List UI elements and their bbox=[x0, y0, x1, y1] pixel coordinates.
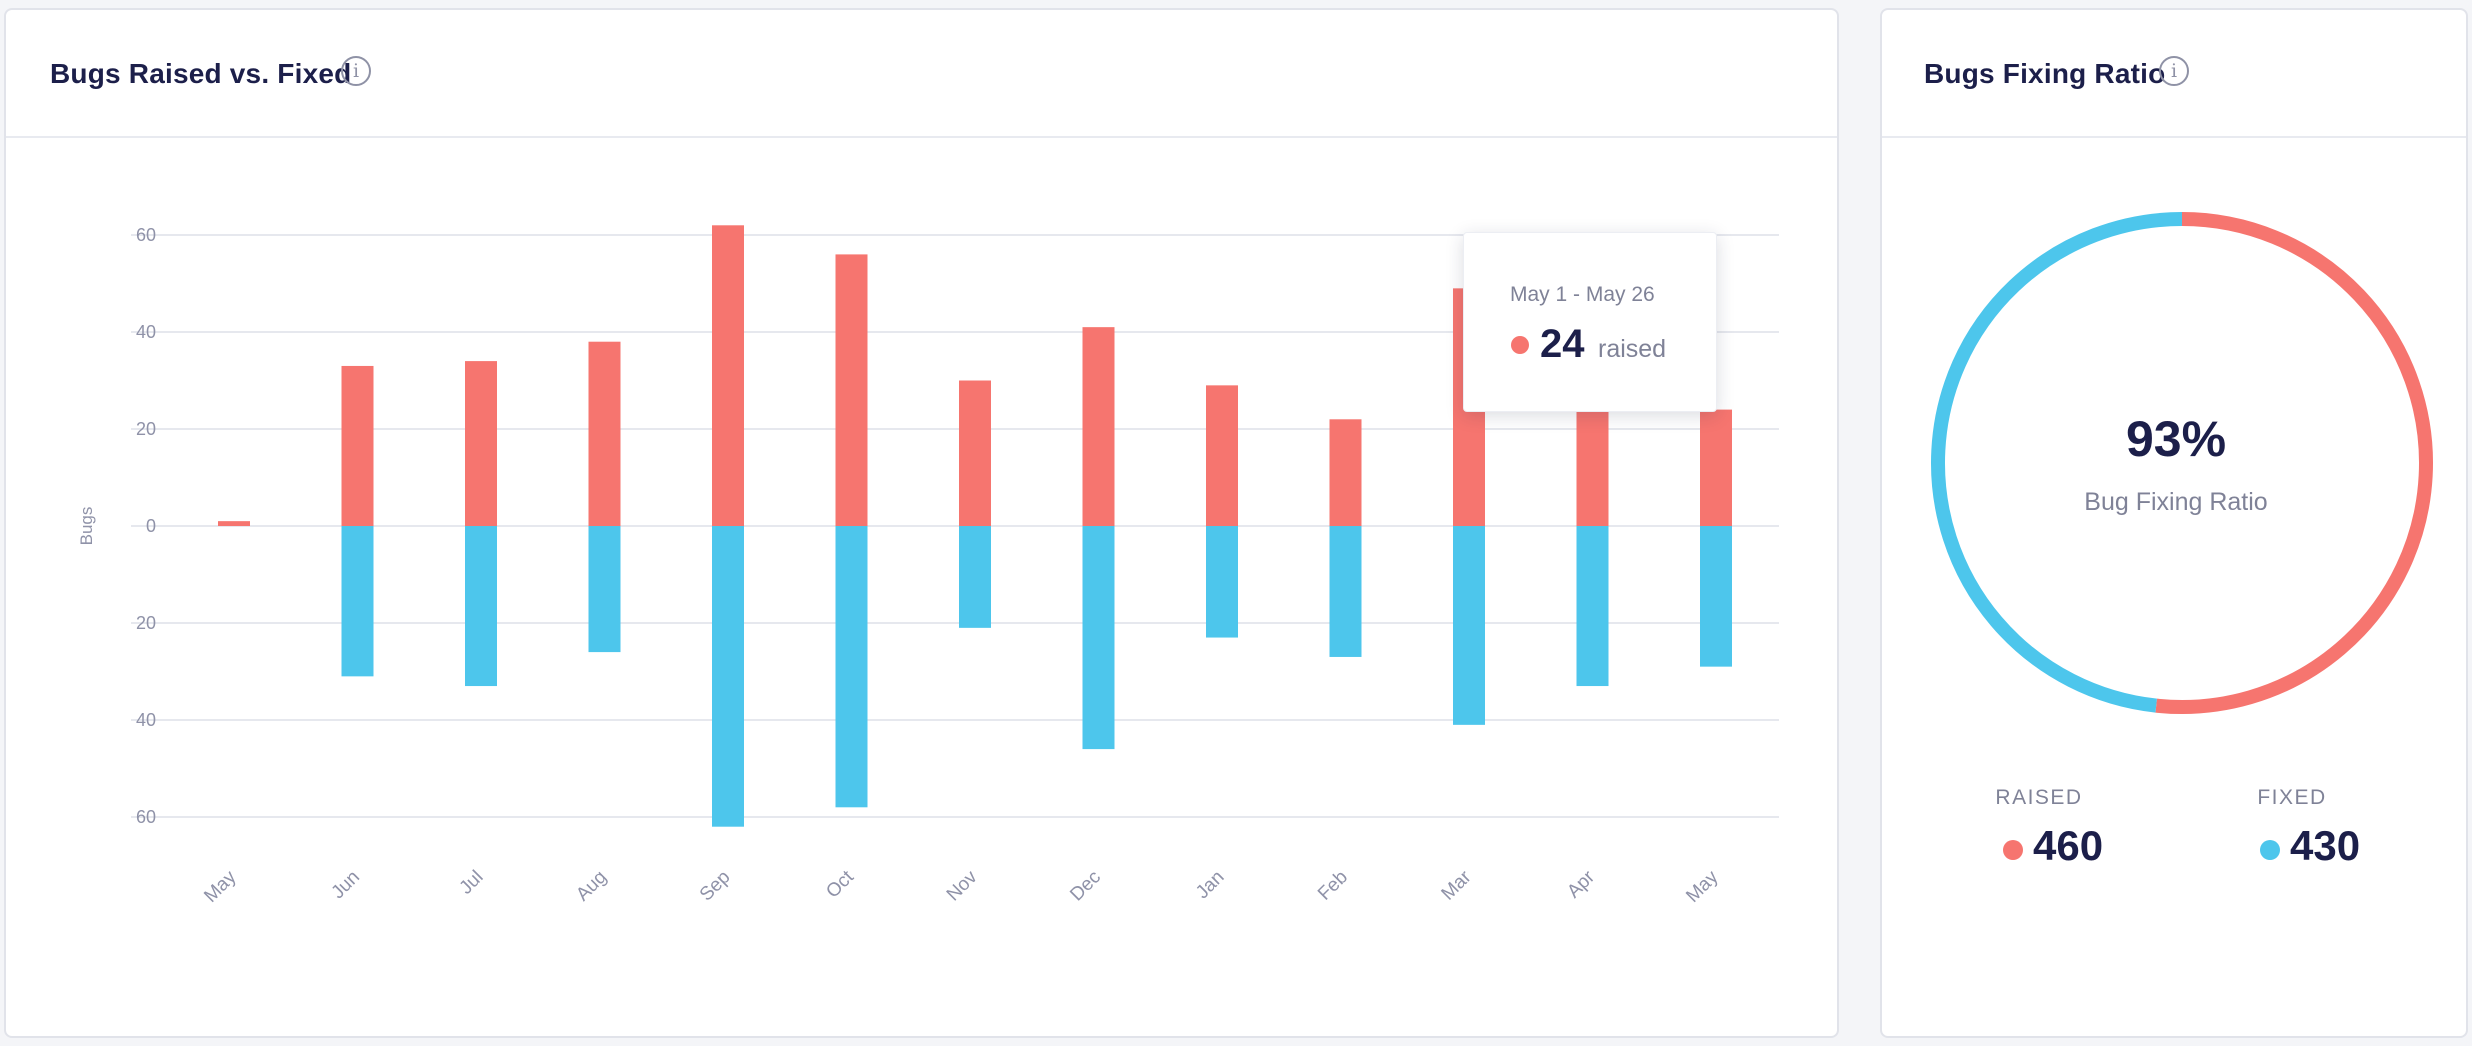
tooltip-value: 24 bbox=[1540, 322, 1585, 366]
x-tick-label: Aug bbox=[572, 867, 611, 906]
fixed-value: 430 bbox=[2290, 822, 2361, 869]
fixed-bar bbox=[712, 526, 744, 827]
y-tick-label: 60 bbox=[136, 225, 156, 245]
fixed-bar bbox=[1700, 526, 1732, 667]
y-tick-label: 40 bbox=[136, 322, 156, 342]
raised-bar bbox=[341, 365, 374, 526]
x-tick-label: May bbox=[1682, 866, 1723, 907]
fixed-bar bbox=[341, 526, 374, 677]
fixed-bar bbox=[1576, 526, 1609, 687]
raised-bar bbox=[218, 521, 250, 526]
raised-bar bbox=[959, 380, 991, 526]
x-tick-label: May bbox=[200, 866, 241, 907]
y-tick-label: 60 bbox=[136, 807, 156, 827]
bar-chart: 60 40 20 0 20 40 60 Bugs May Jun Jul Aug Sep Oct Nov De… bbox=[77, 225, 1779, 907]
card-header: Bugs Raised vs. Fixed i bbox=[6, 10, 1837, 138]
fixed-bar bbox=[1206, 526, 1238, 638]
raised-bar bbox=[465, 361, 497, 526]
bugs-fixing-ratio-card: Bugs Fixing Ratio i 93% Bug Fixing Ratio… bbox=[1880, 8, 2468, 1038]
x-tick-label: Sep bbox=[696, 867, 735, 906]
fixed-dot-icon bbox=[2260, 840, 2280, 860]
bugs-raised-vs-fixed-card: Bugs Raised vs. Fixed i 60 40 20 0 20 40 60 Bug… bbox=[4, 8, 1839, 1038]
y-tick-label: 0 bbox=[146, 516, 156, 536]
tooltip-date-range: May 1 - May 26 bbox=[1510, 283, 1655, 306]
raised-bar bbox=[1206, 385, 1238, 526]
raised-bar bbox=[712, 225, 744, 527]
ratio-label: Bug Fixing Ratio bbox=[2084, 488, 2268, 516]
raised-dot-icon bbox=[1511, 336, 1529, 354]
donut-fixed-segment bbox=[1931, 212, 2183, 713]
info-icon[interactable]: i bbox=[2159, 56, 2189, 86]
x-tick-label: Apr bbox=[1563, 866, 1599, 902]
y-tick-label: 20 bbox=[136, 419, 156, 439]
y-axis-title: Bugs bbox=[77, 507, 96, 546]
fixed-bar bbox=[465, 526, 497, 687]
x-tick-label: Jan bbox=[1192, 867, 1229, 904]
x-tick-label: Nov bbox=[943, 866, 982, 905]
raised-dot-icon bbox=[2003, 840, 2023, 860]
fixed-bar bbox=[1329, 526, 1362, 657]
x-tick-label: Feb bbox=[1314, 867, 1352, 905]
x-tick-label: Jun bbox=[328, 867, 365, 904]
raised-bar bbox=[1329, 419, 1362, 526]
chart-tooltip: May 1 - May 26 24 raised bbox=[1463, 232, 1717, 412]
fixed-label: FIXED bbox=[2257, 786, 2327, 809]
ratio-donut-chart bbox=[1931, 212, 2433, 714]
raised-bar bbox=[1082, 327, 1115, 526]
raised-bar bbox=[588, 341, 621, 526]
x-tick-label: Jul bbox=[456, 867, 488, 899]
fixed-bar bbox=[1082, 526, 1115, 750]
raised-bar bbox=[835, 254, 868, 526]
x-tick-label: Mar bbox=[1438, 866, 1476, 904]
fixed-bar bbox=[959, 526, 991, 628]
y-tick-label: 20 bbox=[136, 613, 156, 633]
card-title: Bugs Fixing Ratio bbox=[1924, 58, 2166, 89]
ratio-value: 93% bbox=[2125, 411, 2227, 467]
fixed-bar bbox=[1453, 526, 1485, 725]
raised-value: 460 bbox=[2033, 822, 2104, 869]
fixed-bar bbox=[835, 526, 868, 808]
raised-label: RAISED bbox=[1995, 786, 2083, 809]
card-header: Bugs Fixing Ratio i bbox=[1882, 10, 2466, 138]
fixed-bar bbox=[588, 526, 621, 653]
card-title: Bugs Raised vs. Fixed bbox=[50, 58, 352, 89]
tooltip-unit: raised bbox=[1598, 335, 1667, 363]
y-tick-label: 40 bbox=[136, 710, 156, 730]
donut-raised-segment bbox=[2155, 212, 2433, 714]
x-tick-label: Oct bbox=[822, 866, 858, 902]
info-icon[interactable]: i bbox=[341, 56, 371, 86]
x-tick-label: Dec bbox=[1066, 867, 1105, 906]
raised-bar bbox=[1700, 409, 1732, 526]
